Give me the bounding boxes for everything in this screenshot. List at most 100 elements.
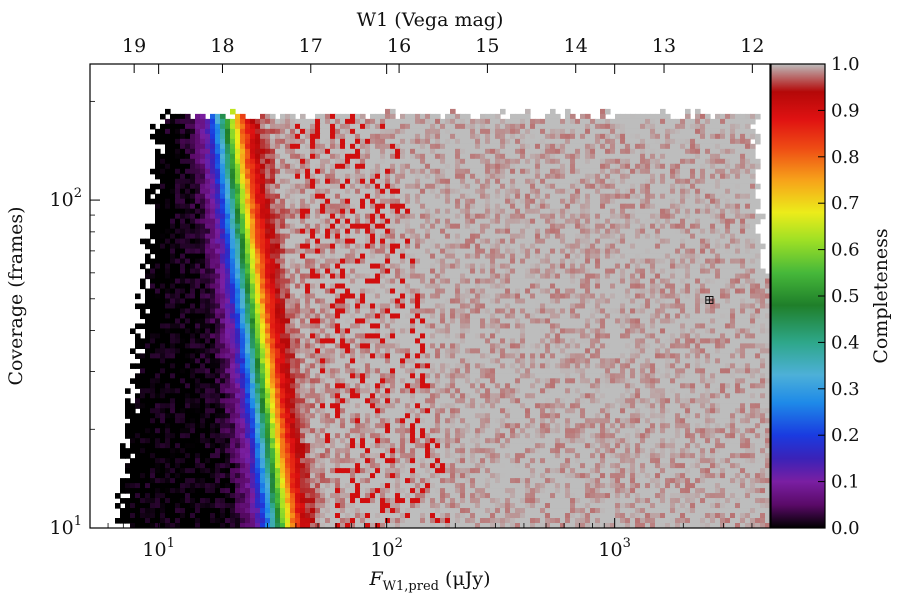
heatmap-cell: [540, 208, 546, 215]
heatmap-cell: [415, 168, 421, 175]
heatmap-cell: [350, 303, 356, 310]
heatmap-cell: [515, 133, 521, 140]
heatmap-cell: [630, 273, 636, 280]
heatmap-cell: [290, 178, 296, 185]
heatmap-cell: [215, 163, 221, 170]
heatmap-cell: [255, 273, 261, 280]
heatmap-cell: [340, 273, 346, 280]
heatmap-cell: [460, 298, 466, 305]
heatmap-cell: [270, 213, 276, 220]
heatmap-cell: [580, 113, 586, 120]
heatmap-cell: [610, 303, 616, 310]
heatmap-cell: [485, 278, 491, 285]
heatmap-cell: [505, 208, 511, 215]
heatmap-cell: [620, 173, 626, 180]
heatmap-cell: [350, 203, 356, 210]
heatmap-cell: [420, 268, 426, 275]
heatmap-cell: [425, 183, 431, 190]
heatmap-cell: [275, 278, 281, 285]
heatmap-cell: [720, 148, 726, 155]
heatmap-cell: [510, 178, 516, 185]
heatmap-cell: [285, 138, 291, 145]
heatmap-cell: [355, 163, 361, 170]
heatmap-cell: [440, 238, 446, 245]
heatmap-cell: [730, 303, 736, 310]
heatmap-cell: [555, 253, 561, 260]
heatmap-cell: [330, 298, 336, 305]
heatmap-cell: [600, 223, 606, 230]
heatmap-cell: [490, 163, 496, 170]
heatmap-cell: [340, 253, 346, 260]
heatmap-cell: [275, 168, 281, 175]
heatmap-cell: [735, 148, 741, 155]
heatmap-cell: [715, 273, 721, 280]
heatmap-cell: [535, 193, 541, 200]
heatmap-cell: [620, 198, 626, 205]
heatmap-cell: [435, 303, 441, 310]
heatmap-cell: [260, 308, 266, 315]
heatmap-cell: [615, 223, 621, 230]
heatmap-cell: [705, 148, 711, 155]
heatmap-cell: [570, 133, 576, 140]
heatmap-cell: [535, 293, 541, 300]
heatmap-cell: [645, 173, 651, 180]
heatmap-cell: [670, 263, 676, 270]
heatmap-cell: [360, 133, 366, 140]
heatmap-cell: [190, 133, 196, 140]
heatmap-cell: [395, 143, 401, 150]
heatmap-cell: [665, 128, 671, 135]
heatmap-cell: [210, 293, 216, 300]
heatmap-cell: [300, 123, 306, 130]
heatmap-cell: [645, 133, 651, 140]
heatmap-cell: [655, 198, 661, 205]
heatmap-cell: [250, 183, 256, 190]
heatmap-cell: [605, 258, 611, 265]
heatmap-cell: [175, 303, 181, 310]
heatmap-cell: [440, 293, 446, 300]
heatmap-cell: [255, 313, 261, 320]
heatmap-cell: [215, 158, 221, 165]
heatmap-cell: [500, 268, 506, 275]
heatmap-cell: [380, 183, 386, 190]
heatmap-cell: [650, 183, 656, 190]
heatmap-cell: [565, 228, 571, 235]
heatmap-cell: [555, 223, 561, 230]
heatmap-cell: [450, 213, 456, 220]
heatmap-cell: [365, 198, 371, 205]
heatmap-cell: [645, 118, 651, 125]
heatmap-cell: [355, 223, 361, 230]
heatmap-cell: [745, 123, 751, 130]
heatmap-cell: [420, 163, 426, 170]
heatmap-cell: [415, 273, 421, 280]
heatmap-cell: [330, 213, 336, 220]
heatmap-cell: [595, 218, 601, 225]
heatmap-cell: [210, 153, 216, 160]
heatmap-cell: [680, 313, 686, 320]
heatmap-cell: [735, 208, 741, 215]
heatmap-cell: [380, 278, 386, 285]
heatmap-cell: [225, 263, 231, 270]
heatmap-cell: [415, 123, 421, 130]
heatmap-cell: [530, 188, 536, 195]
heatmap-cell: [315, 263, 321, 270]
heatmap-cell: [410, 208, 416, 215]
heatmap-cell: [375, 248, 381, 255]
heatmap-cell: [605, 183, 611, 190]
heatmap-cell: [630, 193, 636, 200]
heatmap-cell: [660, 108, 666, 115]
heatmap-cell: [345, 118, 351, 125]
heatmap-cell: [440, 263, 446, 270]
heatmap-cell: [210, 258, 216, 265]
heatmap-cell: [365, 233, 371, 240]
heatmap-cell: [665, 303, 671, 310]
heatmap-cell: [420, 203, 426, 210]
heatmap-cell: [480, 228, 486, 235]
heatmap-cell: [350, 253, 356, 260]
heatmap-cell: [340, 248, 346, 255]
heatmap-cell: [650, 268, 656, 275]
heatmap-cell: [570, 248, 576, 255]
heatmap-cell: [350, 193, 356, 200]
heatmap-cell: [305, 143, 311, 150]
heatmap-cell: [245, 248, 251, 255]
heatmap-cell: [600, 198, 606, 205]
